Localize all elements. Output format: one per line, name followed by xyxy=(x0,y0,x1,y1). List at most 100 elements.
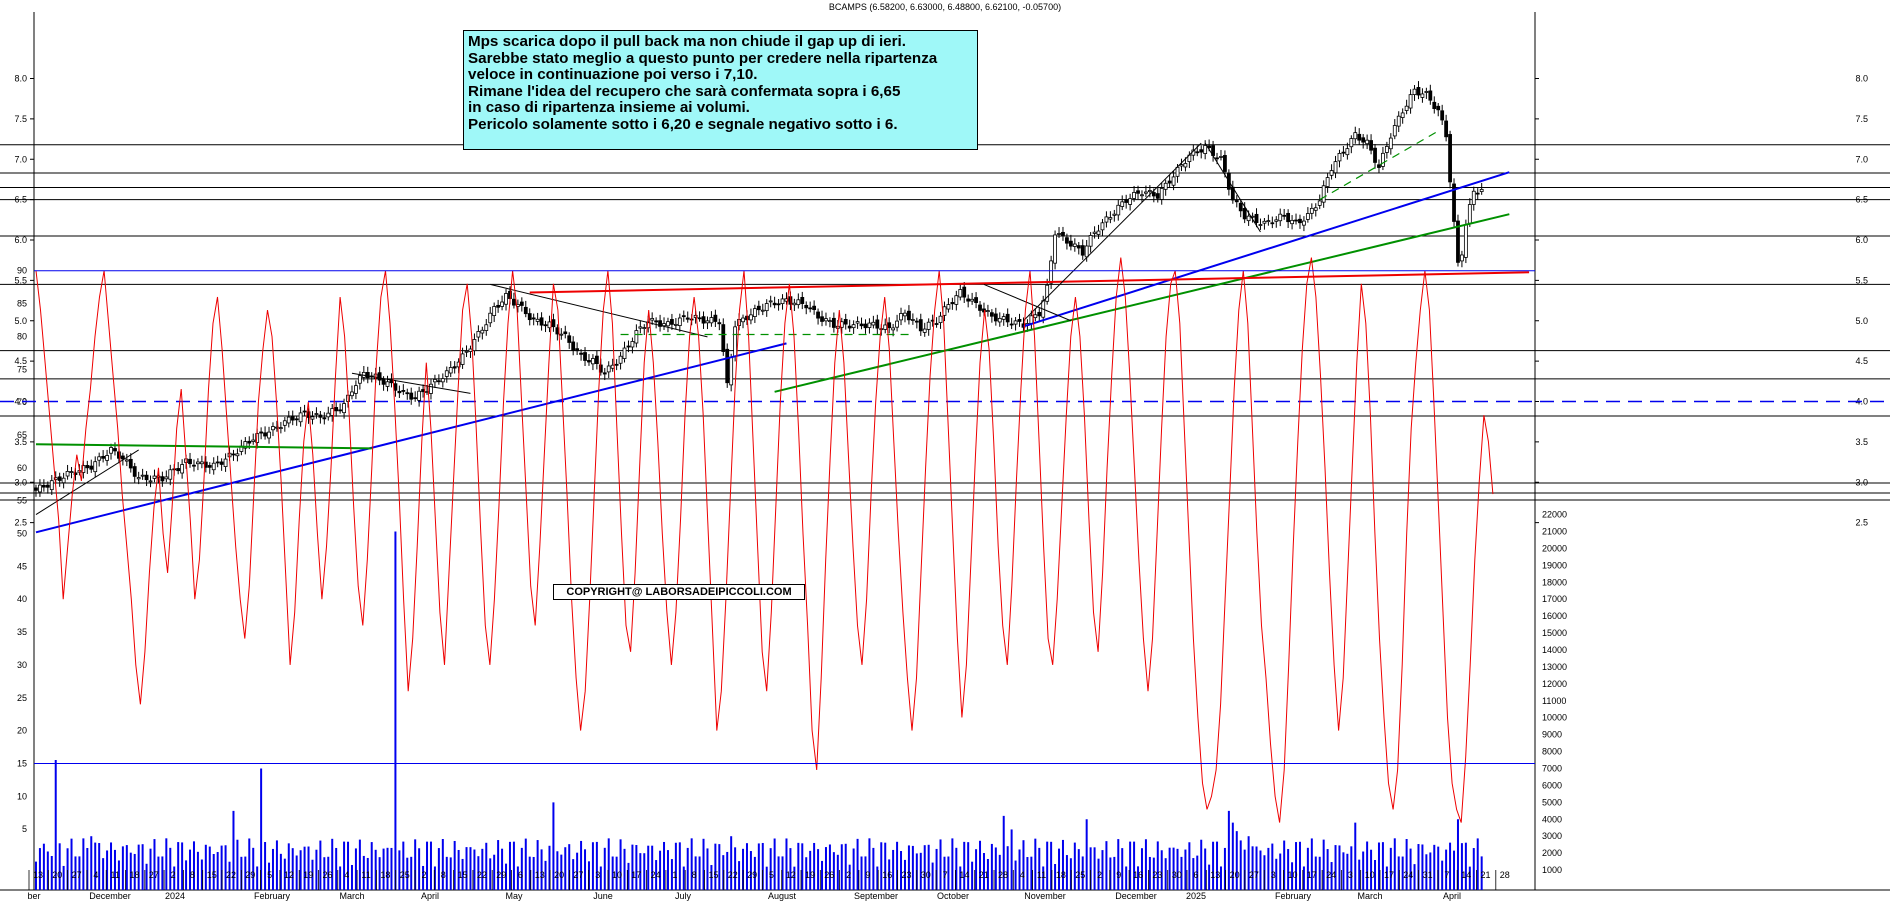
candle-body xyxy=(1278,213,1283,222)
x-day-label: 11 xyxy=(361,870,370,880)
candle-body xyxy=(73,472,78,475)
candle-body xyxy=(741,317,745,323)
volume-tick-label: 20000 xyxy=(1542,543,1567,553)
candle-body xyxy=(721,324,726,352)
candle-body xyxy=(1088,235,1093,247)
candle-body xyxy=(93,461,98,473)
candle-body xyxy=(1195,151,1200,154)
x-day-label: 16 xyxy=(882,870,892,880)
candle-body xyxy=(1392,125,1397,137)
x-day-label: 2 xyxy=(1097,870,1102,880)
trendline-blue xyxy=(1023,171,1510,328)
candle-body xyxy=(1092,231,1097,234)
volume-tick-label: 11000 xyxy=(1542,696,1566,706)
candle-body xyxy=(1072,243,1077,247)
candle-body xyxy=(1384,146,1389,153)
candle-body xyxy=(120,455,125,460)
candle-body xyxy=(1317,200,1322,206)
candle-body xyxy=(543,324,548,327)
candle-body xyxy=(820,316,824,322)
candle-body xyxy=(168,469,173,480)
candle-body xyxy=(397,390,402,394)
x-month-label: 2025 xyxy=(1186,891,1206,901)
candle-body xyxy=(1061,231,1065,236)
x-day-label: 5 xyxy=(267,870,272,880)
candle-body xyxy=(575,348,580,352)
candle-body xyxy=(512,298,516,306)
candle-body xyxy=(267,431,271,439)
candle-body xyxy=(1108,217,1113,220)
candle-body xyxy=(421,389,425,393)
candle-body xyxy=(725,348,730,384)
price-tick-label: 5.5 xyxy=(14,275,27,285)
candle-body xyxy=(910,319,915,321)
candle-body xyxy=(760,309,765,312)
price-tick-label: 7.0 xyxy=(14,154,27,164)
candle-body xyxy=(409,392,414,400)
candle-body xyxy=(1076,245,1081,249)
x-day-label: 3 xyxy=(1348,870,1353,880)
candle-body xyxy=(867,322,872,328)
candle-body xyxy=(247,440,252,444)
x-day-label: 29 xyxy=(245,870,255,880)
candle-body xyxy=(1005,313,1010,323)
x-day-label: 28 xyxy=(1500,870,1510,880)
candle-body xyxy=(1471,190,1476,205)
candle-body xyxy=(1298,218,1302,224)
candle-body xyxy=(1013,320,1018,325)
price-tick-label: 7.5 xyxy=(14,114,27,124)
candle-body xyxy=(1349,138,1354,148)
volume-tick-label: 14000 xyxy=(1542,645,1567,655)
x-day-label: 11 xyxy=(1037,870,1046,880)
osc-tick-label: 60 xyxy=(17,463,27,473)
candle-body xyxy=(697,317,702,320)
candle-body xyxy=(1215,157,1219,160)
candle-body xyxy=(527,313,532,321)
candle-body xyxy=(41,484,46,488)
candle-body xyxy=(1080,245,1085,256)
x-day-label: 3 xyxy=(595,870,600,880)
analysis-note: Mps scarica dopo il pull back ma non chi… xyxy=(463,30,978,150)
candle-body xyxy=(1404,105,1409,111)
candle-body xyxy=(243,441,248,449)
candle-body xyxy=(1369,140,1373,151)
x-month-label: November xyxy=(1024,891,1066,901)
x-day-label: 8 xyxy=(190,870,195,880)
x-month-label: ber xyxy=(27,891,40,901)
volume-tick-label: 21000 xyxy=(1542,526,1567,536)
candle-body xyxy=(1329,170,1334,176)
x-day-label: 8 xyxy=(441,870,446,880)
x-day-label: 6 xyxy=(1193,870,1198,880)
x-month-label: August xyxy=(768,891,797,901)
x-day-label: 23 xyxy=(1152,870,1162,880)
x-month-label: July xyxy=(675,891,692,901)
candle-body xyxy=(223,458,228,468)
note-line: Rimane l'idea del recupero che sarà conf… xyxy=(468,82,901,100)
candle-body xyxy=(180,464,185,474)
x-day-label: 17 xyxy=(1384,870,1394,880)
candle-body xyxy=(942,306,947,316)
candle-body xyxy=(1377,164,1381,168)
candle-body xyxy=(670,319,674,325)
x-day-label: 24 xyxy=(1403,870,1413,880)
candle-body xyxy=(1448,134,1452,183)
x-day-label: 2 xyxy=(846,870,851,880)
candle-body xyxy=(594,355,599,365)
candle-body xyxy=(978,304,982,311)
candle-body xyxy=(101,455,106,459)
candle-body xyxy=(705,320,710,324)
thin-trendline xyxy=(35,449,139,515)
candle-body xyxy=(176,468,181,472)
volume-tick-label: 18000 xyxy=(1542,577,1567,587)
x-day-label: 16 xyxy=(1133,870,1143,880)
candle-body xyxy=(954,295,959,305)
candle-body xyxy=(1440,110,1445,121)
candle-body xyxy=(393,383,398,391)
candle-body xyxy=(1337,153,1342,162)
x-day-label: 28 xyxy=(998,870,1008,880)
candle-body xyxy=(733,326,738,358)
candle-body xyxy=(800,297,805,304)
candle-body xyxy=(1412,88,1417,96)
x-day-label: 31 xyxy=(1423,870,1433,880)
x-day-label: 14 xyxy=(1461,870,1471,880)
